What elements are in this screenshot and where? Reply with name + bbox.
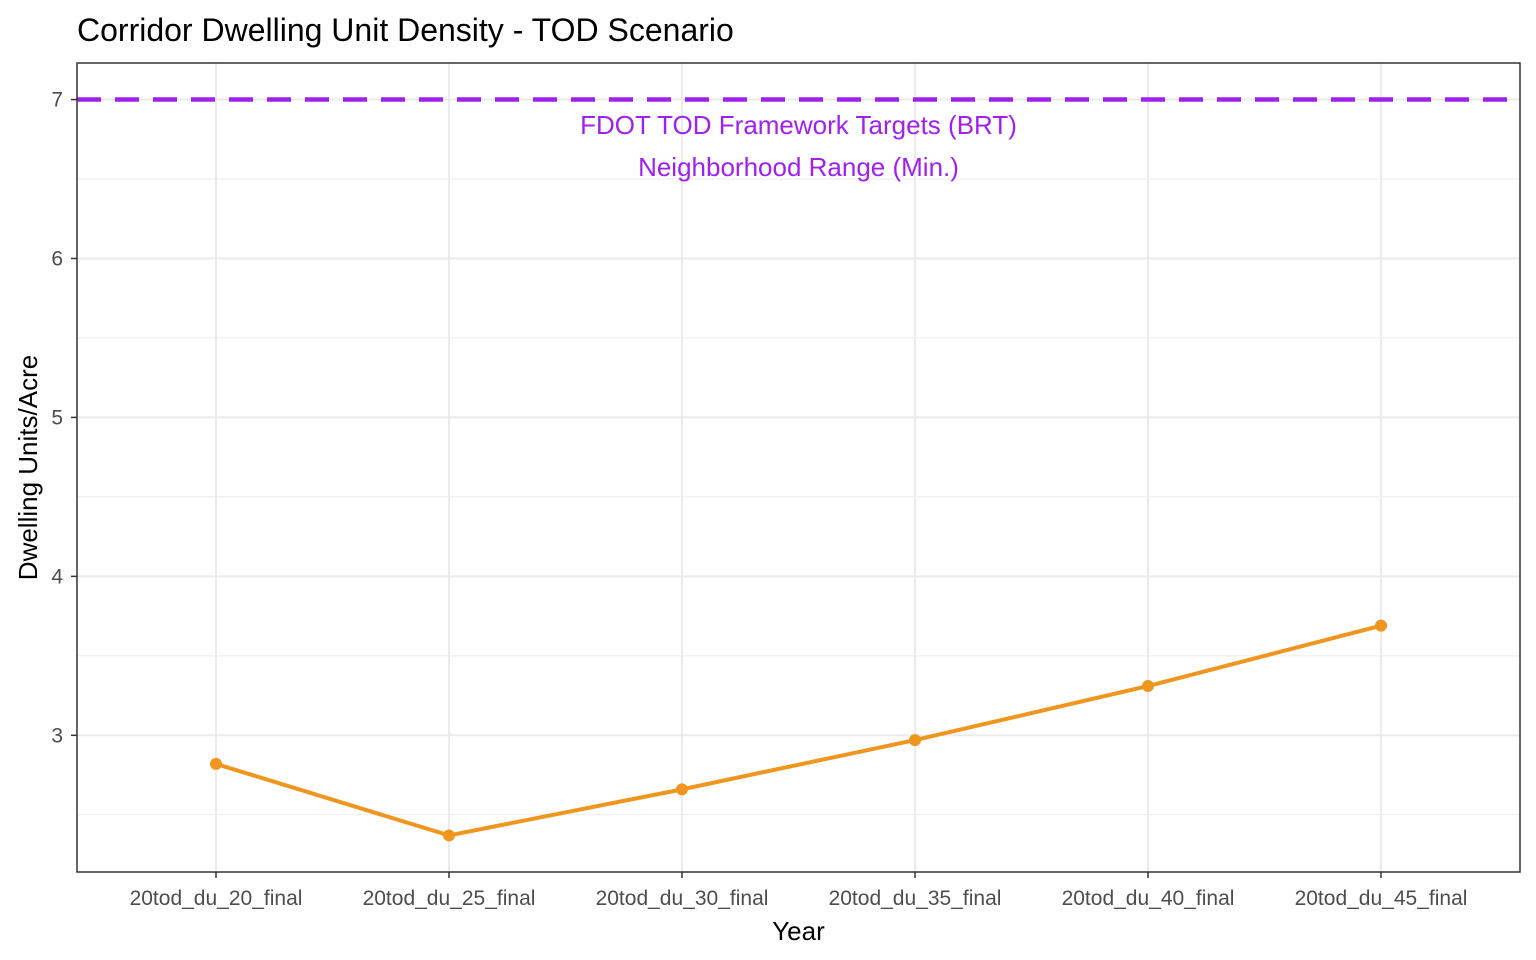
x-tick-label: 20tod_du_40_final xyxy=(1062,887,1235,910)
x-tick-label: 20tod_du_45_final xyxy=(1295,887,1468,910)
data-point xyxy=(676,783,688,796)
annotation-line-2: Neighborhood Range (Min.) xyxy=(638,152,959,182)
x-tick-label: 20tod_du_25_final xyxy=(363,887,536,910)
data-point xyxy=(909,734,921,747)
series-layer xyxy=(210,619,1387,842)
x-tick-label: 20tod_du_20_final xyxy=(130,887,303,910)
chart-title: Corridor Dwelling Unit Density - TOD Sce… xyxy=(77,12,734,48)
data-point xyxy=(443,829,455,842)
minor-gridlines xyxy=(77,178,1520,816)
y-axis: 3 4 5 6 7 xyxy=(51,89,77,747)
y-axis-title: Dwelling Units/Acre xyxy=(13,355,43,580)
series-line xyxy=(214,623,1383,838)
y-tick-label: 4 xyxy=(51,565,63,588)
data-point xyxy=(1375,619,1387,632)
data-point xyxy=(210,757,222,770)
y-tick-label: 7 xyxy=(51,89,63,112)
x-tick-label: 20tod_du_35_final xyxy=(829,887,1002,910)
x-tick-label: 20tod_du_30_final xyxy=(596,887,769,910)
panel-border xyxy=(76,62,1521,873)
data-point xyxy=(1142,680,1154,693)
y-tick-label: 6 xyxy=(51,247,63,270)
x-axis: 20tod_du_20_final 20tod_du_25_final 20tod_… xyxy=(130,872,1468,910)
y-tick-label: 5 xyxy=(51,406,63,429)
y-tick-label: 3 xyxy=(51,724,63,747)
x-axis-title: Year xyxy=(772,916,825,946)
major-gridlines xyxy=(77,63,1520,872)
annotation-line-1: FDOT TOD Framework Targets (BRT) xyxy=(580,110,1017,140)
